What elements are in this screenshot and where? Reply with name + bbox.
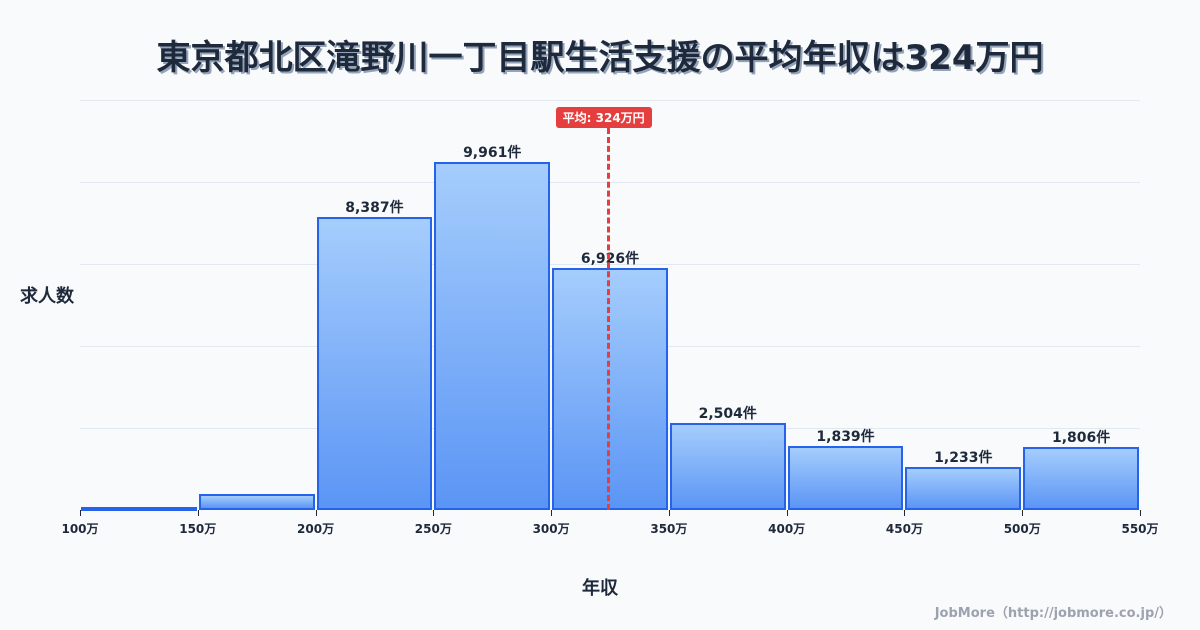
footer-credit: JobMore（http://jobmore.co.jp/）	[934, 606, 1172, 621]
x-tick	[1140, 510, 1141, 516]
x-tick	[433, 510, 435, 516]
histogram-bar	[198, 494, 315, 510]
bar-value-label: 1,839件	[816, 428, 875, 445]
x-tick-label: 450万	[885, 522, 923, 536]
histogram-bar	[669, 422, 786, 510]
x-tick-label: 150万	[179, 522, 217, 536]
average-line	[606, 128, 610, 510]
x-tick	[668, 510, 670, 516]
chart-title: 東京都北区滝野川一丁目駅生活支援の平均年収は324万円	[156, 38, 1044, 78]
gridline	[80, 264, 1140, 265]
histogram-bar	[1023, 446, 1139, 510]
bar-value-label: 2,504件	[698, 405, 757, 422]
x-tick-label: 250万	[414, 522, 452, 536]
y-axis-label: 求人数	[20, 286, 74, 307]
x-tick	[1022, 510, 1024, 516]
bar-value-label: 8,387件	[345, 200, 404, 217]
x-axis-label: 年収	[582, 578, 618, 599]
x-tick-label: 200万	[297, 522, 335, 536]
bar-value-label: 6,926件	[580, 251, 640, 268]
bar-value-label: 9,961件	[463, 145, 522, 162]
histogram-bar	[552, 268, 668, 510]
x-tick-label: 400万	[768, 522, 806, 536]
x-tick-label: 500万	[1003, 522, 1041, 536]
average-badge: 平均: 324万円	[555, 107, 652, 128]
x-tick-label: 350万	[650, 522, 688, 536]
bar-value-label: 1,233件	[934, 449, 993, 466]
histogram-bar	[434, 162, 551, 510]
plot-area: 8,387件 9,961件 6,926件 2,504件 1,839件 1,233件 1,80…	[61, 100, 1159, 536]
x-tick	[786, 510, 788, 516]
x-tick	[551, 510, 553, 516]
x-tick-label: 100万	[61, 522, 99, 536]
histogram-bar	[787, 445, 904, 510]
x-tick	[315, 510, 317, 516]
x-tick-label: 300万	[532, 522, 570, 536]
histogram-bar	[81, 507, 197, 511]
x-tick	[904, 510, 906, 516]
histogram-bar	[316, 217, 433, 510]
bar-value-label: 1,806件	[1051, 429, 1111, 446]
x-tick	[80, 510, 81, 516]
histogram-bar	[905, 466, 1022, 510]
x-tick-label: 550万	[1121, 522, 1159, 536]
gridline	[80, 100, 1140, 101]
gridline	[80, 182, 1140, 183]
x-tick	[197, 510, 199, 516]
